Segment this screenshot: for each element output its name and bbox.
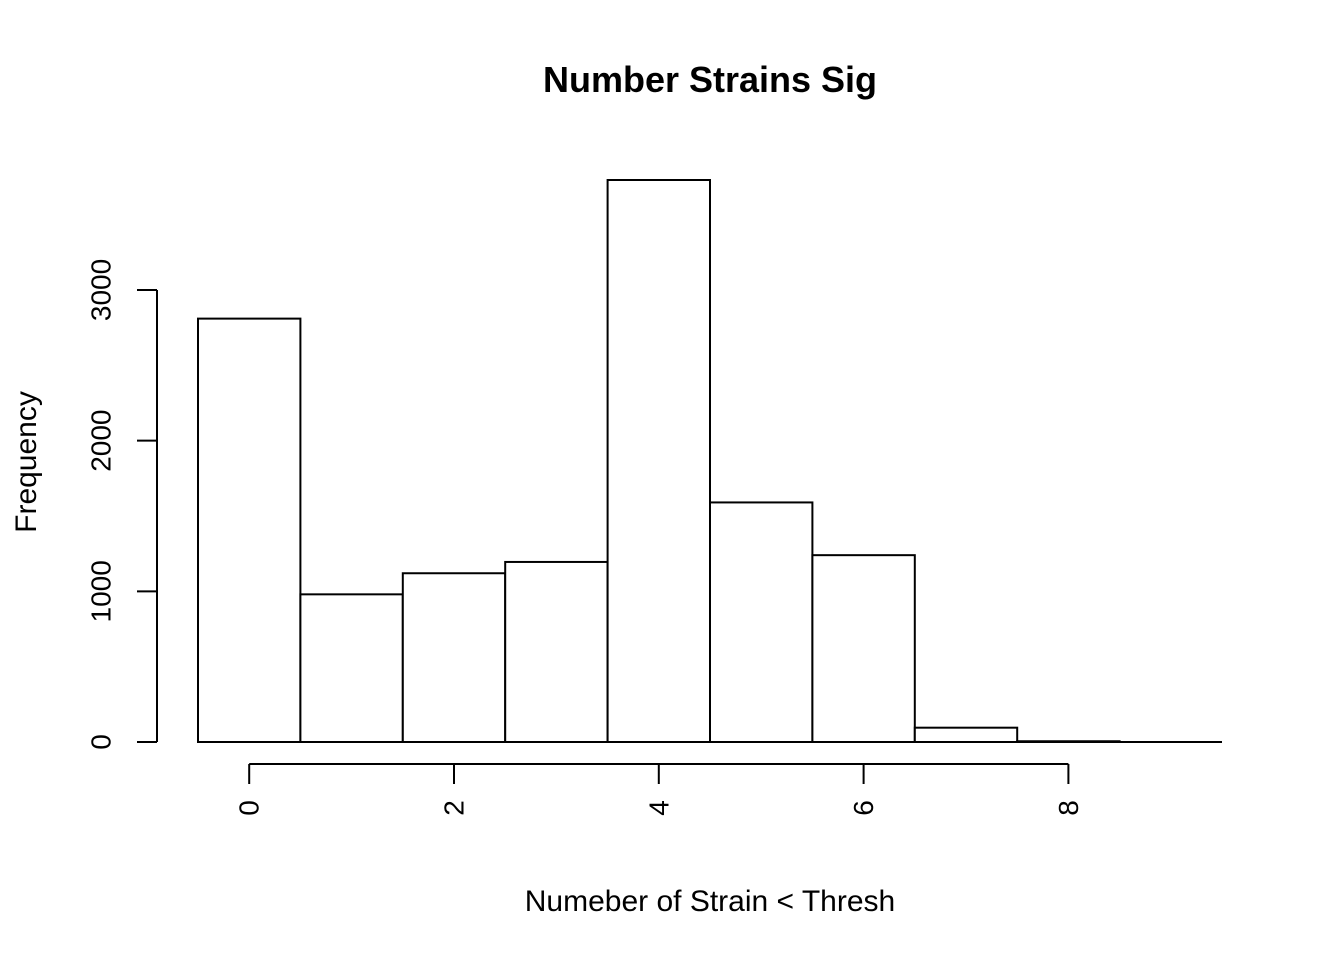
x-tick-label: 0 <box>234 800 265 816</box>
y-tick-label: 0 <box>86 734 117 750</box>
y-axis-label: Frequency <box>10 391 43 533</box>
x-tick-label: 4 <box>643 800 674 816</box>
histogram-bar <box>299 593 404 743</box>
x-axis-label: Numeber of Strain < Thresh <box>525 885 895 918</box>
histogram-bar <box>504 560 609 743</box>
y-tick-label: 1000 <box>86 560 117 622</box>
histogram-bar <box>197 317 302 743</box>
histogram-bar <box>913 726 1019 744</box>
bars-group <box>197 179 1222 744</box>
histogram-bar <box>709 501 814 744</box>
x-tick-label: 2 <box>439 800 470 816</box>
x-tick-label: 8 <box>1053 800 1084 816</box>
histogram-bar <box>401 572 507 743</box>
y-tick-label: 2000 <box>86 410 117 472</box>
chart-title: Number Strains Sig <box>543 59 877 100</box>
x-tick-label: 6 <box>848 800 879 816</box>
histogram-bar <box>811 554 916 743</box>
y-axis: 0 1000 2000 3000 <box>86 259 158 750</box>
histogram-bar <box>606 179 711 743</box>
x-axis: 0 2 4 6 8 <box>234 763 1084 816</box>
y-tick-label: 3000 <box>86 259 117 321</box>
